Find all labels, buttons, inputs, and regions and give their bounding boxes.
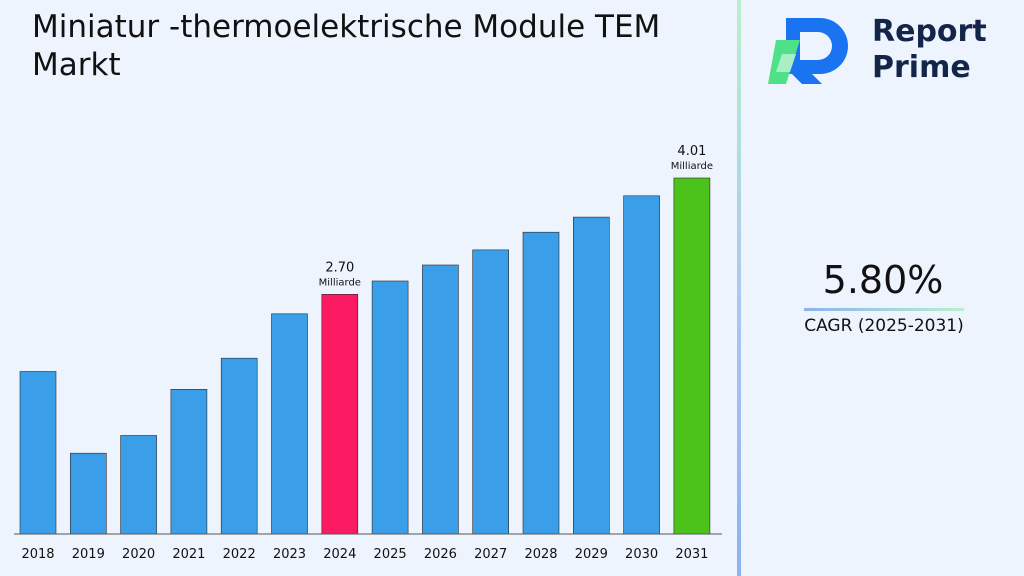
x-tick-label-2031: 2031 — [675, 547, 708, 562]
bar-2022 — [220, 357, 258, 535]
logo-text-line1: Report — [872, 14, 987, 49]
data-label-value-2031: 4.01 — [677, 144, 706, 159]
logo-text-line2: Prime — [872, 50, 971, 85]
x-tick-label-2019: 2019 — [72, 547, 105, 562]
data-label-value-2024: 2.70 — [325, 260, 354, 275]
x-tick-label-2021: 2021 — [172, 547, 205, 562]
bar-2019 — [70, 452, 107, 535]
bar-2018 — [19, 371, 57, 535]
bar-2020 — [120, 435, 157, 535]
data-label-unit-2024: Milliarde — [319, 277, 361, 288]
x-tick-label-2023: 2023 — [273, 547, 306, 562]
bar-2023 — [271, 313, 308, 535]
bar-2029 — [572, 216, 610, 535]
bar-2027 — [472, 249, 510, 535]
x-tick-label-2020: 2020 — [122, 547, 155, 562]
panel-divider — [737, 0, 741, 576]
chart-title: Miniatur -thermoelektrische Module TEM M… — [32, 9, 661, 83]
x-tick-label-2030: 2030 — [625, 547, 658, 562]
bar-2031 — [673, 177, 711, 535]
bar-2024 — [321, 293, 359, 535]
cagr-underline — [804, 308, 964, 311]
bar-chart: 2.70 Milliarde 4.01 Milliarde 2018 2019 2020 2… — [14, 144, 722, 562]
x-tick-label-2029: 2029 — [575, 547, 608, 562]
bar-2028 — [522, 231, 560, 535]
x-tick-label-2027: 2027 — [474, 547, 507, 562]
x-tick-label-2018: 2018 — [21, 547, 54, 562]
bar-2021 — [170, 388, 208, 535]
x-tick-label-2022: 2022 — [223, 547, 256, 562]
report-prime-logo: Report Prime — [766, 14, 1006, 90]
x-tick-label-2028: 2028 — [524, 547, 557, 562]
x-tick-label-2024: 2024 — [323, 547, 356, 562]
data-label-unit-2031: Milliarde — [671, 161, 713, 172]
bar-2026 — [422, 264, 459, 535]
cagr-label: CAGR (2025-2031) — [804, 316, 964, 336]
x-tick-label-2025: 2025 — [374, 547, 407, 562]
x-tick-label-2026: 2026 — [424, 547, 457, 562]
bar-2030 — [623, 195, 660, 535]
cagr-value: 5.80% — [822, 258, 944, 302]
logo-mark-icon — [768, 18, 848, 84]
bar-2025 — [371, 280, 409, 535]
